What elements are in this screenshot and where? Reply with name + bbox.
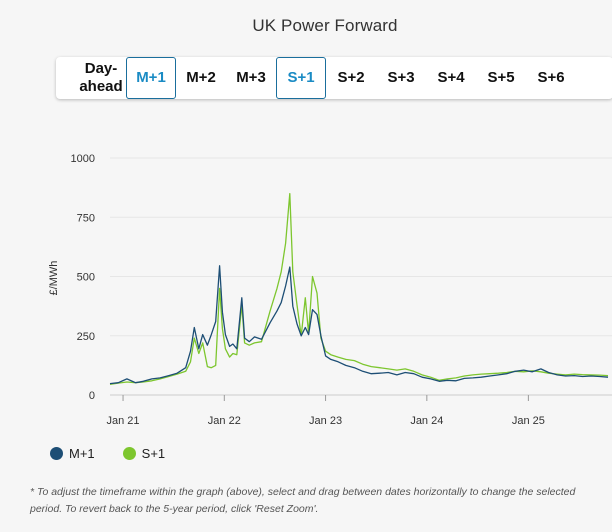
legend-marker-s1 bbox=[122, 447, 136, 460]
legend-marker-m1 bbox=[50, 447, 63, 460]
tab-s5[interactable]: S+5 bbox=[487, 69, 515, 86]
x-tick-label: Jan 24 bbox=[410, 415, 443, 427]
legend: M+1 S+1 bbox=[50, 446, 165, 461]
x-tick-label: Jan 21 bbox=[107, 415, 140, 427]
tab-s3[interactable]: S+3 bbox=[387, 69, 415, 86]
tab-day-ahead[interactable]: Day-ahead bbox=[79, 60, 123, 95]
tab-m3[interactable]: M+3 bbox=[236, 69, 266, 86]
y-tick-label: 0 bbox=[89, 390, 95, 402]
legend-item-s1[interactable]: S+1 bbox=[122, 446, 166, 461]
legend-label-s1: S+1 bbox=[141, 446, 166, 461]
series-line-m1 bbox=[109, 265, 609, 385]
tab-s2[interactable]: S+2 bbox=[337, 69, 365, 86]
x-axis: Jan 21 Jan 22 Jan 23 Jan 24 Jan 25 bbox=[107, 395, 545, 427]
series-line-s1 bbox=[109, 192, 609, 385]
y-tick-label: 500 bbox=[77, 272, 95, 284]
y-axis-label: £/MWh bbox=[48, 261, 60, 296]
x-tick-label: Jan 25 bbox=[512, 415, 545, 427]
tab-m1[interactable]: M+1 bbox=[126, 57, 176, 99]
legend-label-m1: M+1 bbox=[69, 446, 95, 461]
y-axis: 0 250 500 750 1000 bbox=[71, 153, 95, 402]
period-tab-bar: Day-ahead M+1 M+2 M+3 S+1 S+2 S+3 S+4 S+… bbox=[56, 57, 612, 99]
y-tick-label: 250 bbox=[77, 331, 95, 343]
tab-m2[interactable]: M+2 bbox=[186, 69, 216, 86]
series-group bbox=[109, 192, 609, 385]
chart-grid bbox=[110, 157, 612, 396]
x-tick-label: Jan 22 bbox=[208, 415, 241, 427]
tab-s4[interactable]: S+4 bbox=[437, 69, 465, 86]
legend-item-m1[interactable]: M+1 bbox=[50, 446, 95, 461]
tab-s1[interactable]: S+1 bbox=[276, 57, 326, 99]
chart-title: UK Power Forward bbox=[252, 16, 398, 35]
y-tick-label: 1000 bbox=[71, 153, 95, 165]
y-tick-label: 750 bbox=[77, 212, 95, 224]
footnote: * To adjust the timeframe within the gra… bbox=[30, 486, 576, 515]
x-tick-label: Jan 23 bbox=[309, 415, 342, 427]
tab-s6[interactable]: S+6 bbox=[537, 69, 565, 86]
